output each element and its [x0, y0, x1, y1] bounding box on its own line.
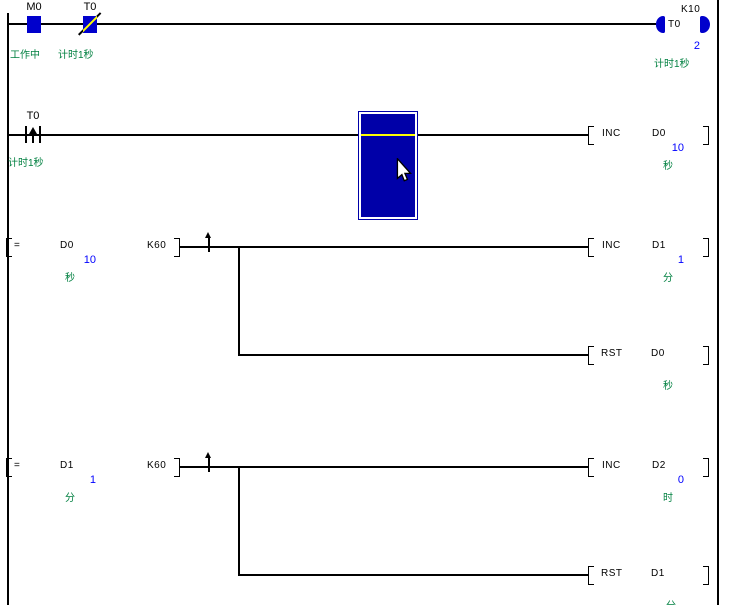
rung4-branch-vertical: [238, 466, 240, 576]
inc-d1-operand[interactable]: D1: [652, 240, 666, 251]
comment-timer-coil: 计时1秒: [654, 59, 690, 70]
cmp-d1-operand[interactable]: D1: [60, 460, 74, 471]
cmp-d0-open-bracket: [6, 238, 12, 257]
rst-d1-close-bracket: [703, 566, 709, 585]
rst-d0-close-bracket: [703, 346, 709, 365]
cmp-d1-close-bracket: [174, 458, 180, 477]
comment-rst-d0: 秒: [663, 381, 673, 392]
edit-cursor-cell[interactable]: [358, 111, 418, 220]
inc-d0-close-bracket: [703, 126, 709, 145]
inc-d0-op[interactable]: INC: [602, 128, 621, 139]
inc-d1-value: 1: [677, 254, 684, 266]
cmp-d1-op[interactable]: =: [14, 460, 21, 471]
rising-edge-arrow-icon: [29, 127, 37, 134]
cmp-d0-constant[interactable]: K60: [147, 240, 167, 251]
contact-t0p-label: T0: [26, 110, 40, 122]
pulse-arrow-icon: [205, 232, 211, 238]
rung2-wire: [8, 134, 589, 136]
pulse-arrow-icon: [205, 452, 211, 458]
coil-open-paren-icon[interactable]: [656, 16, 665, 33]
inc-d1-op[interactable]: INC: [602, 240, 621, 251]
comment-d2: 时: [663, 493, 673, 504]
inc-d1-open-bracket: [588, 238, 594, 257]
inc-d2-operand[interactable]: D2: [652, 460, 666, 471]
rst-d0-open-bracket: [588, 346, 594, 365]
comment-d1: 分: [663, 273, 673, 284]
cmp-d1-open-bracket: [6, 458, 12, 477]
pulse-arrow-shaft: [208, 236, 210, 252]
comment-cmp-d1: 分: [65, 493, 75, 504]
cmp-d0-value: 10: [83, 254, 96, 266]
rst-d1-op[interactable]: RST: [601, 568, 623, 579]
cursor-wire-highlight: [361, 134, 415, 136]
timer-preset-label: K10: [681, 4, 701, 15]
cmp-d0-op[interactable]: =: [14, 240, 21, 251]
comment-m0: 工作中: [10, 50, 40, 61]
rst-d0-op[interactable]: RST: [601, 348, 623, 359]
timer-current-value: 2: [693, 40, 700, 52]
cmp-d0-operand[interactable]: D0: [60, 240, 74, 251]
coil-close-paren-icon[interactable]: [700, 16, 710, 33]
cmp-d1-constant[interactable]: K60: [147, 460, 167, 471]
inc-d2-value: 0: [677, 474, 684, 486]
edge-contact-left-bar[interactable]: [25, 126, 27, 143]
rst-d1-operand[interactable]: D1: [651, 568, 665, 579]
right-power-rail: [717, 0, 719, 605]
cmp-d1-value: 1: [89, 474, 96, 486]
timer-coil-device[interactable]: T0: [668, 19, 681, 30]
contact-t0nc-label: T0: [83, 1, 97, 13]
rung1-wire: [8, 23, 656, 25]
mouse-pointer-icon: [396, 158, 412, 182]
rising-edge-arrow-shaft: [32, 132, 34, 143]
rung3-wire: [179, 246, 589, 248]
inc-d0-open-bracket: [588, 126, 594, 145]
contact-m0-label: M0: [26, 1, 42, 13]
inc-d2-op[interactable]: INC: [602, 460, 621, 471]
edge-contact-right-bar[interactable]: [39, 126, 41, 143]
left-power-rail: [7, 13, 9, 605]
inc-d0-value: 10: [671, 142, 684, 154]
comment-cmp-d0: 秒: [65, 273, 75, 284]
comment-rst-d1: 分: [666, 597, 676, 605]
rung4-wire: [179, 466, 589, 468]
comment-t0nc: 计时1秒: [58, 50, 94, 61]
rst-d0-operand[interactable]: D0: [651, 348, 665, 359]
rung3-branch-vertical: [238, 246, 240, 356]
rung3-branch-wire: [238, 354, 589, 356]
inc-d1-close-bracket: [703, 238, 709, 257]
inc-d2-open-bracket: [588, 458, 594, 477]
inc-d0-operand[interactable]: D0: [652, 128, 666, 139]
cmp-d0-close-bracket: [174, 238, 180, 257]
contact-m0-energized[interactable]: [27, 16, 41, 33]
pulse-arrow-shaft: [208, 456, 210, 472]
comment-t0p: 计时1秒: [8, 158, 44, 169]
inc-d2-close-bracket: [703, 458, 709, 477]
rung4-branch-wire: [238, 574, 589, 576]
rst-d1-open-bracket: [588, 566, 594, 585]
nc-slash-highlight-icon: [83, 16, 97, 33]
contact-t0nc-energized[interactable]: [83, 16, 97, 33]
comment-d0: 秒: [663, 161, 673, 172]
